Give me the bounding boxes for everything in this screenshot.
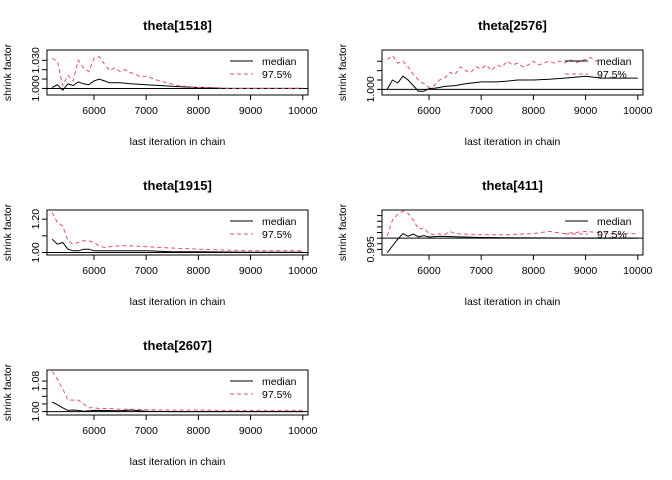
x-axis-title: last iteration in chain — [465, 296, 561, 308]
plot-frame — [46, 49, 309, 96]
legend-label: 97.5% — [597, 229, 627, 241]
series-line-median — [386, 232, 638, 254]
y-tick-label: 1.00 — [30, 242, 42, 263]
panel-title: theta[411] — [482, 178, 543, 193]
x-tick-label: 7000 — [470, 265, 494, 277]
legend-label: median — [597, 56, 632, 68]
x-tick-label: 8000 — [522, 105, 546, 117]
x-tick-label: 9000 — [239, 265, 263, 277]
y-axis-title: shrink factor — [337, 43, 349, 101]
x-axis-title: last iteration in chain — [465, 136, 561, 148]
x-tick-label: 6000 — [417, 265, 441, 277]
x-tick-label: 10000 — [623, 265, 652, 277]
panel-title: theta[2576] — [478, 18, 547, 33]
x-tick-label: 10000 — [288, 265, 317, 277]
series-line-97-5 — [51, 212, 303, 252]
x-tick-label: 6000 — [82, 425, 106, 437]
x-axis-title: last iteration in chain — [130, 456, 226, 468]
legend-label: 97.5% — [597, 69, 627, 81]
chart-panel-3: theta[1915] 6000 7000 8000 9000 10000 1.00 1.20… — [2, 178, 318, 308]
chart-panel-2: theta[2576] 6000 7000 8000 9000 10000 1.000 las… — [337, 18, 653, 148]
legend-label: 97.5% — [262, 389, 292, 401]
x-tick-label: 6000 — [82, 105, 106, 117]
x-tick-label: 8000 — [187, 265, 211, 277]
y-axis-title: shrink factor — [2, 363, 14, 421]
y-tick-label: 1.000 — [30, 75, 42, 101]
x-tick-label: 9000 — [239, 425, 263, 437]
x-tick-label: 8000 — [522, 265, 546, 277]
legend-label: median — [262, 56, 297, 68]
x-tick-label: 9000 — [574, 105, 598, 117]
legend-label: median — [262, 376, 297, 388]
x-axis-title: last iteration in chain — [130, 296, 226, 308]
panel-title: theta[1915] — [143, 178, 212, 193]
x-tick-label: 10000 — [288, 425, 317, 437]
series-line-median — [51, 238, 303, 253]
x-tick-label: 7000 — [135, 105, 159, 117]
chart-panel-5: theta[2607] 6000 7000 8000 9000 10000 1.00 1.08… — [2, 338, 318, 468]
series-line-97-5 — [51, 56, 303, 89]
x-tick-label: 8000 — [187, 425, 211, 437]
panel-title: theta[2607] — [143, 338, 212, 353]
legend-label: 97.5% — [262, 69, 292, 81]
x-tick-label: 9000 — [574, 265, 598, 277]
x-tick-label: 8000 — [187, 105, 211, 117]
y-tick-label: 0.995 — [365, 236, 377, 262]
y-tick-label: 1.20 — [30, 209, 42, 230]
panel-title: theta[1518] — [143, 18, 212, 33]
x-tick-label: 6000 — [82, 265, 106, 277]
chart-panel-4: theta[411] 6000 7000 8000 9000 10000 0.995 last… — [337, 178, 653, 308]
plot-frame — [46, 209, 309, 256]
legend-label: median — [597, 216, 632, 228]
y-axis-title: shrink factor — [2, 43, 14, 101]
series-line-97-5 — [51, 371, 303, 411]
chart-panel-1: theta[1518] 6000 7000 8000 9000 10000 1.000 1.0… — [2, 18, 318, 148]
x-tick-label: 9000 — [239, 105, 263, 117]
series-line-97-5 — [386, 54, 602, 89]
series-line-median — [386, 75, 638, 92]
x-tick-label: 7000 — [135, 265, 159, 277]
series-line-97-5 — [386, 210, 638, 237]
y-axis-title: shrink factor — [2, 203, 14, 261]
y-tick-label: 1.08 — [30, 371, 42, 392]
y-tick-label: 1.030 — [30, 47, 42, 73]
plot-frame — [381, 49, 644, 96]
x-tick-label: 6000 — [417, 105, 441, 117]
legend-label: median — [262, 216, 297, 228]
series-line-median — [51, 401, 303, 413]
x-axis-title: last iteration in chain — [130, 136, 226, 148]
y-axis-title: shrink factor — [337, 203, 349, 261]
plot-frame — [46, 369, 309, 416]
x-tick-label: 10000 — [288, 105, 317, 117]
y-tick-label: 1.000 — [365, 76, 377, 102]
x-tick-label: 10000 — [623, 105, 652, 117]
y-tick-label: 1.00 — [30, 401, 42, 422]
legend-label: 97.5% — [262, 229, 292, 241]
x-tick-label: 7000 — [135, 425, 159, 437]
x-tick-label: 7000 — [470, 105, 494, 117]
